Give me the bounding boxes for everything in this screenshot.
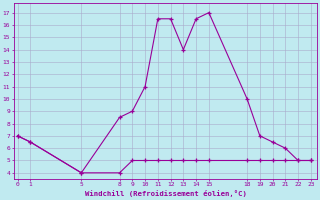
X-axis label: Windchill (Refroidissement éolien,°C): Windchill (Refroidissement éolien,°C)	[84, 190, 246, 197]
